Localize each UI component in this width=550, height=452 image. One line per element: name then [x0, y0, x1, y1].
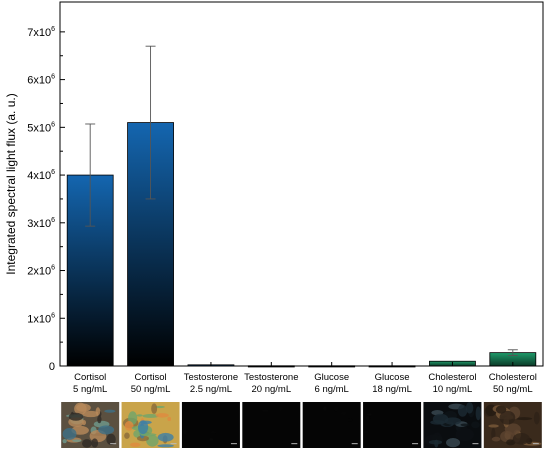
- x-tick-label-4-name: Glucose: [314, 372, 349, 383]
- x-tick-label-5-conc: 18 ng/mL: [372, 384, 412, 395]
- x-tick-label-5-name: Glucose: [375, 372, 410, 383]
- testosterone-20-image: [242, 402, 301, 448]
- y-tick-label-6: 6x106: [27, 74, 55, 87]
- x-tick-label-3-name: Testosterone: [244, 372, 298, 383]
- y-tick-label-7: 7x106: [27, 26, 55, 39]
- cholesterol-10-image: [423, 402, 482, 448]
- cortisol-50-image: [121, 402, 180, 448]
- x-tick-label-6-conc: 10 ng/mL: [433, 384, 473, 395]
- cholesterol-50-image: [483, 402, 542, 448]
- error-bar-1: [145, 45, 156, 200]
- cortisol-5-image: [61, 402, 120, 448]
- y-tick-label-2: 2x106: [27, 265, 55, 278]
- y-tick-label-4: 4x106: [27, 169, 55, 182]
- x-tick-label-7-name: Cholesterol: [489, 372, 537, 383]
- y-tick-label-5: 5x106: [27, 121, 55, 134]
- y-tick-label-3: 3x106: [27, 217, 55, 230]
- y-tick-label-0: 0: [49, 361, 55, 373]
- y-axis-label: Integrated spectral light flux (a. u.): [4, 93, 18, 274]
- x-tick-label-1-name: Cortisol: [134, 372, 166, 383]
- x-tick-label-4-conc: 6 ng/mL: [315, 384, 349, 395]
- x-tick-label-2-conc: 2.5 ng/mL: [190, 384, 232, 395]
- x-tick-label-2-name: Testosterone: [184, 372, 238, 383]
- x-tick-label-0-conc: 5 ng/mL: [73, 384, 107, 395]
- testosterone-2-5-image: [181, 402, 240, 448]
- glucose-6-image: [302, 402, 361, 448]
- x-tick-label-3-conc: 20 ng/mL: [252, 384, 292, 395]
- x-tick-label-0-name: Cortisol: [74, 372, 106, 383]
- axes: 0 1x106 2x106 3x106 4x106 5x106 6x106 7x106: [27, 1, 544, 373]
- x-tick-label-6-name: Cholesterol: [428, 372, 476, 383]
- error-bar-7: [507, 349, 518, 356]
- x-tick-label-7-conc: 50 ng/mL: [493, 384, 533, 395]
- image-strip: [61, 402, 542, 448]
- x-tick-label-1-conc: 50 ng/mL: [131, 384, 171, 395]
- y-tick-label-1: 1x106: [27, 312, 55, 325]
- glucose-18-image: [363, 402, 422, 448]
- plot-frame: [59, 1, 544, 367]
- plot-area: [66, 45, 537, 368]
- error-bar-0: [85, 123, 96, 227]
